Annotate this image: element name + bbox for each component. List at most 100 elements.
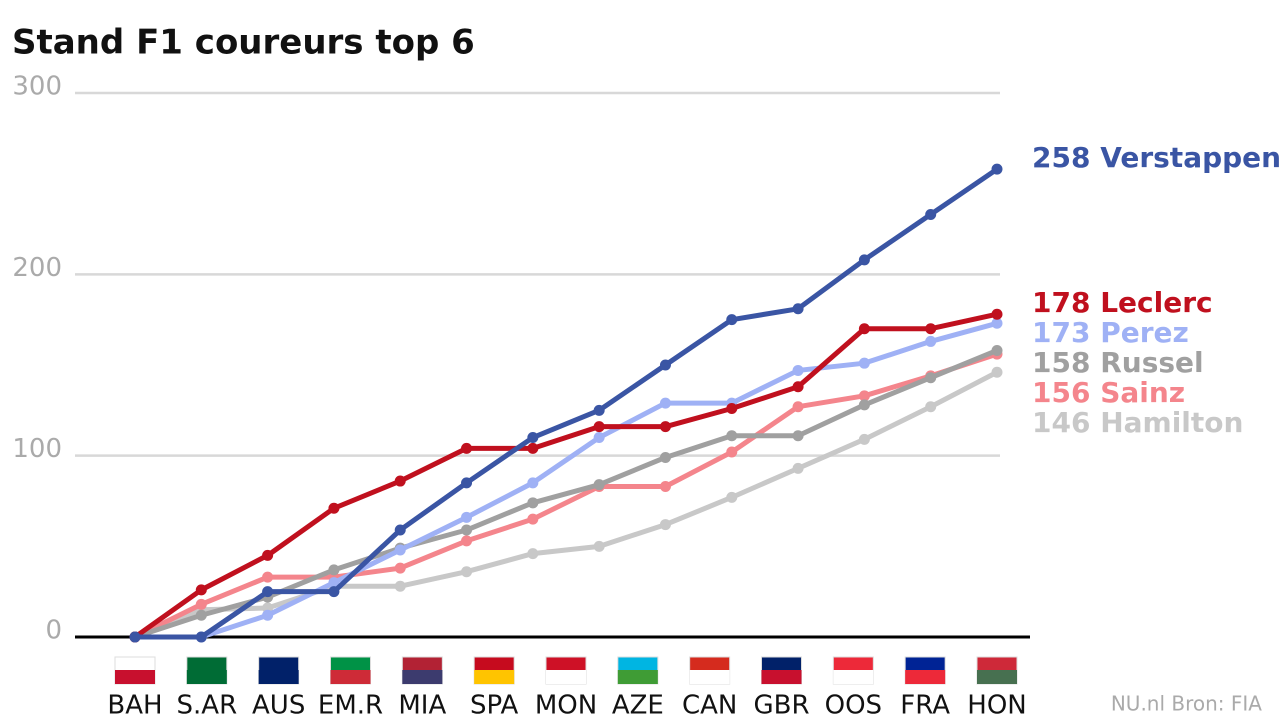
flag-stripe — [905, 670, 946, 684]
x-tick-label: AUS — [252, 691, 305, 720]
end-label-value: 173 — [1032, 316, 1090, 349]
point — [659, 519, 671, 531]
point — [195, 609, 207, 621]
y-tick-label: 300 — [12, 72, 62, 102]
point — [394, 475, 406, 487]
flag-stripe — [330, 670, 371, 684]
point — [858, 433, 870, 445]
x-tick-label: MON — [535, 691, 597, 720]
point — [195, 584, 207, 596]
end-label-value: 146 — [1032, 406, 1090, 439]
point — [659, 359, 671, 371]
end-label: 178 Leclerc — [1032, 286, 1213, 319]
y-tick-label: 0 — [45, 616, 62, 646]
point — [461, 566, 473, 578]
x-tick-label: FRA — [900, 691, 950, 720]
point — [925, 335, 937, 347]
y-tick-label: 200 — [12, 253, 62, 283]
flag-stripe — [833, 670, 874, 684]
end-label: 258 Verstappen — [1032, 141, 1280, 174]
point — [527, 432, 539, 444]
point — [659, 451, 671, 463]
point — [925, 208, 937, 220]
point — [328, 564, 340, 576]
point — [925, 372, 937, 384]
x-tick-label: MIA — [398, 691, 446, 720]
end-label: 156 Sainz — [1032, 376, 1185, 409]
end-label: 173 Perez — [1032, 316, 1189, 349]
flag-stripe — [617, 670, 658, 684]
flag-stripe — [258, 670, 299, 684]
point — [461, 511, 473, 523]
point — [792, 381, 804, 393]
legend-name: Sainz — [1100, 376, 1185, 409]
point — [527, 513, 539, 525]
point — [527, 548, 539, 560]
x-tick-label: OOS — [825, 691, 882, 720]
point — [726, 430, 738, 442]
source: NU.nl Bron: FIA — [1111, 692, 1262, 716]
point — [461, 442, 473, 454]
point — [991, 366, 1003, 378]
end-label-value: 178 — [1032, 286, 1090, 319]
point — [792, 364, 804, 376]
point — [195, 631, 207, 643]
flag-stripe — [977, 670, 1017, 684]
point — [593, 432, 605, 444]
x-tick-label: SPA — [470, 691, 519, 720]
legend-name: Verstappen — [1100, 141, 1280, 174]
flag-stripe — [186, 670, 227, 684]
point — [262, 549, 274, 561]
point — [726, 403, 738, 415]
point — [991, 308, 1003, 320]
flag-stripe — [689, 670, 730, 684]
point — [792, 430, 804, 442]
end-label-value: 158 — [1032, 346, 1090, 379]
point — [527, 477, 539, 489]
point — [129, 631, 141, 643]
point — [593, 540, 605, 552]
end-label: 146 Hamilton — [1032, 406, 1243, 439]
legend-name: Russel — [1100, 346, 1203, 379]
x-tick-label: GBR — [753, 691, 809, 720]
point — [394, 562, 406, 574]
point — [328, 502, 340, 514]
point — [527, 497, 539, 509]
point — [991, 344, 1003, 356]
point — [262, 586, 274, 598]
flag-stripe — [546, 670, 586, 684]
x-tick-label: AZE — [612, 691, 664, 720]
point — [394, 524, 406, 536]
end-label-value: 258 — [1032, 141, 1090, 174]
point — [792, 401, 804, 413]
point — [991, 163, 1003, 175]
point — [858, 399, 870, 411]
point — [527, 442, 539, 454]
point — [328, 586, 340, 598]
x-tick-label: CAN — [682, 691, 737, 720]
point — [394, 544, 406, 556]
point — [726, 491, 738, 503]
point — [726, 314, 738, 326]
point — [659, 397, 671, 409]
flag-stripe — [402, 670, 443, 684]
point — [461, 524, 473, 536]
point — [328, 577, 340, 589]
legend-name: Leclerc — [1100, 286, 1212, 319]
series-line — [135, 320, 998, 640]
point — [925, 401, 937, 413]
point — [726, 446, 738, 458]
x-tick-label: EM.R — [318, 691, 383, 720]
legend-name: Hamilton — [1100, 406, 1243, 439]
point — [792, 462, 804, 474]
end-label: 158 Russel — [1032, 346, 1204, 379]
point — [792, 303, 804, 315]
series-line — [135, 167, 999, 640]
point — [593, 421, 605, 433]
x-tick-label: S.AR — [177, 691, 238, 720]
series-line — [133, 311, 998, 640]
point — [195, 598, 207, 610]
point — [858, 357, 870, 369]
point — [461, 535, 473, 547]
